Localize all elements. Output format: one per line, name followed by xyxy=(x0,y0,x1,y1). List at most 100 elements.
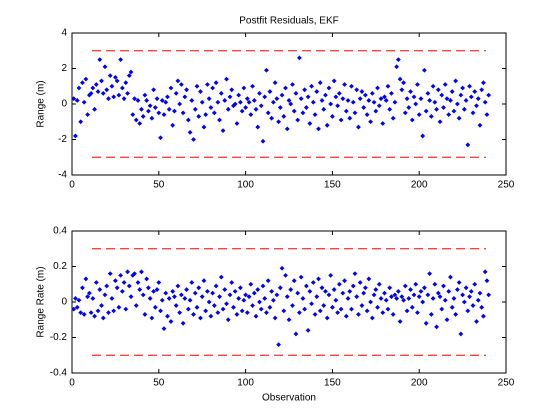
data-point xyxy=(349,306,354,312)
data-point xyxy=(422,67,427,73)
data-point xyxy=(354,87,360,93)
data-point xyxy=(99,303,104,308)
data-point xyxy=(316,126,321,132)
data-point xyxy=(97,287,103,292)
data-point xyxy=(88,90,94,96)
data-point xyxy=(121,280,127,285)
data-point xyxy=(309,301,314,307)
data-point xyxy=(135,98,141,103)
data-point xyxy=(231,304,236,310)
data-point xyxy=(165,94,170,100)
data-point xyxy=(260,138,266,144)
data-point xyxy=(244,96,250,102)
data-point xyxy=(199,99,205,105)
data-point xyxy=(460,292,465,298)
data-point xyxy=(140,292,146,298)
data-point xyxy=(248,112,254,118)
data-point xyxy=(333,297,339,303)
data-point xyxy=(135,280,141,285)
data-point xyxy=(255,287,261,292)
data-point xyxy=(85,112,91,118)
data-point xyxy=(432,99,438,105)
data-point xyxy=(277,105,283,110)
data-point xyxy=(395,288,401,294)
data-point xyxy=(218,90,224,96)
data-point xyxy=(145,285,151,291)
data-point xyxy=(416,294,422,300)
data-point xyxy=(350,283,356,289)
data-point xyxy=(302,87,308,93)
data-point xyxy=(453,312,459,317)
data-point xyxy=(382,94,387,100)
data-point xyxy=(227,94,233,100)
data-point xyxy=(361,105,367,110)
data-point xyxy=(109,296,115,301)
data-point xyxy=(364,112,370,118)
x-tick-label: 100 xyxy=(237,180,254,191)
data-point xyxy=(95,89,101,94)
data-point xyxy=(284,294,290,300)
data-point xyxy=(106,310,111,316)
data-point xyxy=(467,83,472,89)
data-point xyxy=(144,276,150,282)
data-point xyxy=(281,114,287,119)
data-point xyxy=(217,294,222,300)
data-point xyxy=(149,315,155,321)
data-point xyxy=(481,80,486,86)
data-point xyxy=(123,80,129,86)
data-point xyxy=(444,317,450,323)
data-point xyxy=(385,306,391,312)
data-point xyxy=(154,287,160,292)
data-point xyxy=(368,299,373,305)
data-point xyxy=(154,96,160,102)
data-point xyxy=(152,105,158,110)
data-point xyxy=(359,89,365,94)
data-point xyxy=(248,281,254,287)
data-point xyxy=(262,94,268,100)
data-point xyxy=(395,57,401,63)
data-point xyxy=(295,290,301,296)
data-point xyxy=(357,96,363,102)
data-point xyxy=(397,319,403,324)
data-point xyxy=(444,96,450,102)
data-point xyxy=(303,283,309,289)
data-point xyxy=(415,82,420,87)
data-point xyxy=(99,78,104,84)
data-point xyxy=(270,297,276,303)
data-point xyxy=(290,303,295,308)
data-point xyxy=(182,296,188,301)
data-point xyxy=(380,121,386,126)
data-point xyxy=(465,308,471,314)
data-point xyxy=(439,92,445,98)
data-point xyxy=(142,92,148,98)
data-point xyxy=(121,96,127,102)
data-point xyxy=(288,101,294,107)
data-point xyxy=(88,310,94,316)
data-point xyxy=(128,69,134,75)
data-point xyxy=(477,122,483,128)
data-point xyxy=(276,342,281,347)
data-point xyxy=(126,73,132,78)
data-point xyxy=(307,121,313,126)
data-point xyxy=(364,308,370,314)
y-tick-label: 0.2 xyxy=(53,261,67,272)
data-point xyxy=(201,278,207,284)
data-point xyxy=(354,294,360,300)
data-point xyxy=(345,296,351,301)
data-point xyxy=(208,105,214,110)
data-point xyxy=(203,112,209,118)
data-point xyxy=(428,312,434,317)
data-point xyxy=(404,96,410,102)
data-point xyxy=(456,280,462,285)
data-point xyxy=(324,315,330,321)
data-point xyxy=(446,288,452,294)
data-point xyxy=(243,105,248,110)
data-point xyxy=(189,98,195,103)
data-point xyxy=(102,64,108,70)
data-point xyxy=(300,110,306,116)
data-point xyxy=(390,312,396,317)
data-point xyxy=(319,285,325,291)
data-point xyxy=(357,280,363,285)
data-point xyxy=(416,112,422,118)
